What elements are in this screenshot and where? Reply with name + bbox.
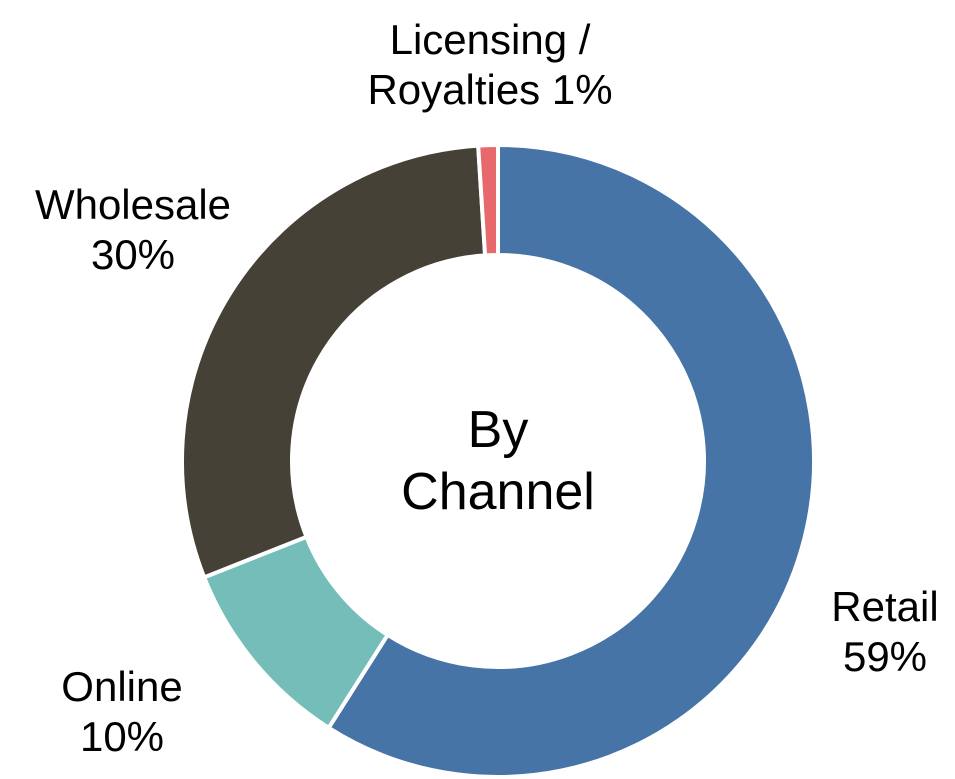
category-label: Online	[61, 663, 183, 710]
value-label: 59%	[842, 633, 928, 680]
segment-label: Wholesale 30%	[35, 180, 231, 280]
value-label: 30%	[90, 231, 176, 278]
donut-segment	[180, 143, 488, 580]
segment-label: Retail 59%	[831, 582, 938, 682]
category-label: Licensing / Royalties	[367, 16, 591, 113]
segment-label: Licensing / Royalties 1%	[340, 15, 640, 115]
value-label: 10%	[79, 713, 165, 760]
center-label: By Channel	[401, 401, 595, 521]
value-label: 1%	[551, 66, 613, 113]
category-label: Retail	[831, 583, 939, 630]
segment-label: Online 10%	[61, 662, 182, 762]
donut-segment	[476, 142, 500, 258]
donut-segment	[325, 142, 816, 779]
category-label: Wholesale	[34, 181, 232, 228]
